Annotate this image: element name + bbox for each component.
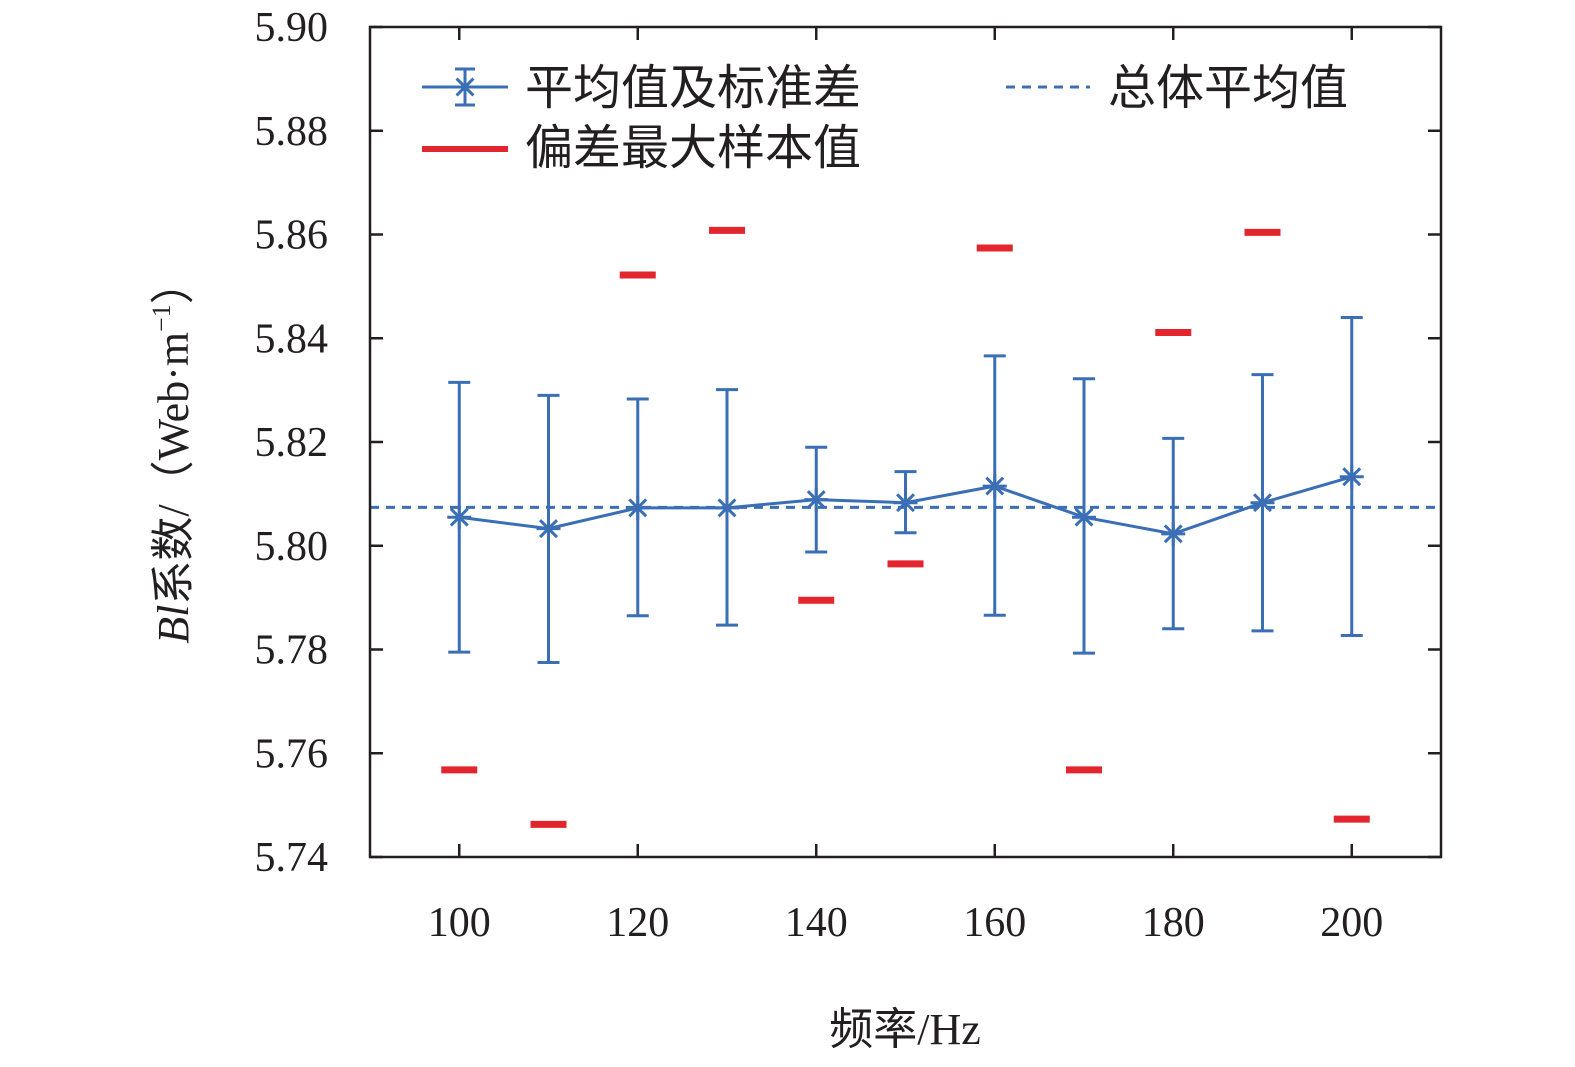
- y-tick-label-1: 5.76: [255, 731, 329, 777]
- x-tick-label-1: 120: [606, 900, 669, 946]
- x-tick-label-2: 140: [785, 900, 848, 946]
- mean-point-170: [1072, 505, 1096, 530]
- y-tick-label-7: 5.88: [255, 109, 329, 155]
- legend-item-mean-std: 平均值及标准差: [422, 60, 861, 116]
- mean-point-140: [804, 487, 829, 512]
- y-tick-label-3: 5.80: [255, 524, 329, 570]
- legend-label-max-dev: 偏差最大样本值: [525, 120, 861, 176]
- y-axis-title-close: ）: [149, 260, 198, 304]
- mean-point-110: [536, 516, 561, 541]
- mean-point-100: [447, 505, 472, 530]
- y-tick-label-0: 5.74: [255, 835, 329, 881]
- y-tick-label-2: 5.78: [255, 628, 329, 674]
- mean-point-120: [625, 495, 650, 520]
- x-tick-label-3: 160: [963, 900, 1026, 946]
- y-axis-title-superscript: −1: [147, 304, 176, 332]
- legend-item-overall-mean: 总体平均值: [1006, 60, 1348, 116]
- legend-item-max-dev: 偏差最大样本值: [422, 120, 861, 176]
- y-tick-label-6: 5.86: [255, 213, 329, 259]
- tick-group: 5.74 5.76 5.78 5.80 5.82 5.84 5.86 5.88 5.90 100 1…: [255, 5, 1441, 946]
- y-tick-label-5: 5.84: [255, 316, 329, 362]
- legend-asterisk-marker: [453, 75, 477, 99]
- legend: 平均值及标准差 偏差最大样本值 总体平均值: [422, 60, 1348, 176]
- y-axis-title-main: Bl: [149, 605, 198, 644]
- y-axis-title-suffix: 系数/（Web·m: [149, 332, 198, 605]
- mean-point-180: [1161, 521, 1186, 546]
- mean-point-190: [1250, 490, 1275, 515]
- data-layer: [370, 226, 1441, 828]
- mean-point-130: [715, 495, 739, 520]
- x-tick-label-5: 200: [1320, 900, 1383, 946]
- y-axis-title: Bl系数/（Web·m−1）: [147, 260, 198, 643]
- y-tick-label-4: 5.82: [255, 420, 329, 466]
- legend-star-glyph: [453, 75, 477, 99]
- x-tick-label-0: 100: [428, 900, 491, 946]
- mean-point-150: [893, 490, 918, 515]
- mean-point-160: [982, 474, 1007, 499]
- y-tick-label-8: 5.90: [255, 5, 329, 51]
- legend-label-mean-std: 平均值及标准差: [525, 60, 861, 116]
- legend-label-overall-mean: 总体平均值: [1108, 60, 1348, 116]
- x-axis-title: 频率/Hz: [829, 1005, 981, 1054]
- x-tick-label-4: 180: [1142, 900, 1205, 946]
- mean-point-200: [1339, 464, 1364, 489]
